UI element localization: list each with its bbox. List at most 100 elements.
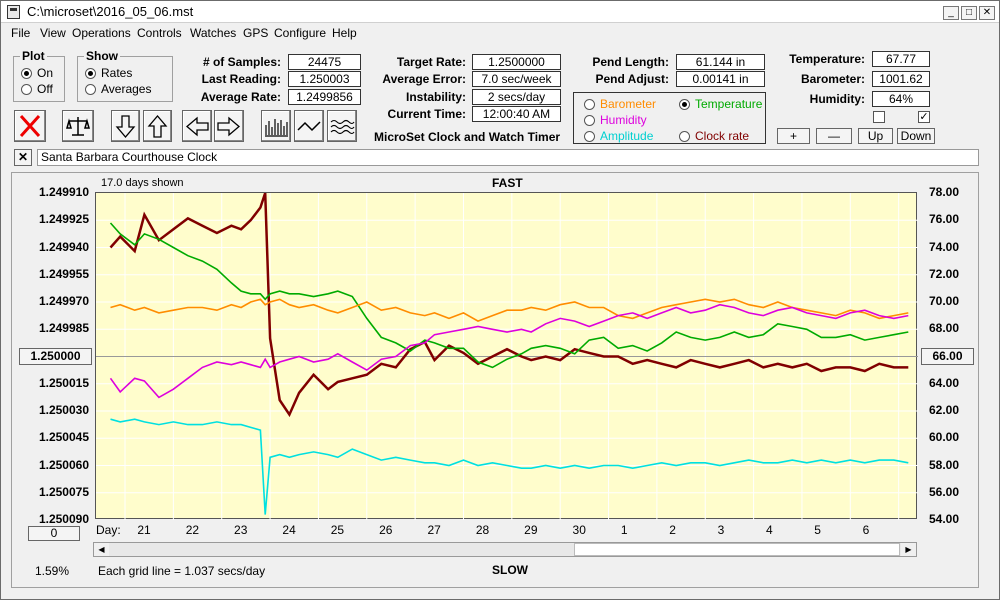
radio-icon [21, 83, 32, 95]
arrow-down-icon [115, 115, 136, 139]
average-error-value: 7.0 sec/week [472, 71, 561, 87]
right-axis-tick: 54.00 [929, 512, 960, 526]
humidity-radio[interactable]: Humidity [584, 113, 647, 127]
barometer-radio[interactable]: Barometer [584, 97, 656, 111]
horizontal-scrollbar[interactable]: ◀ ▶ [93, 542, 917, 557]
down-button[interactable]: Down [897, 128, 935, 144]
smooth-graph-button[interactable] [327, 110, 357, 142]
instability-label: Instability: [405, 90, 466, 104]
left-axis-tick: 1.249925 [38, 212, 89, 227]
left-axis-tick: 1.249910 [38, 185, 89, 199]
right-axis-tick: 78.00 [929, 185, 960, 199]
plot-group: Plot [13, 49, 65, 102]
clock-rate-radio[interactable]: Clock rate [679, 129, 749, 143]
radio-icon [584, 114, 595, 126]
left-axis-tick: 1.250015 [38, 375, 89, 390]
plot-group-label: Plot [20, 49, 47, 63]
clock-name-input[interactable]: Santa Barbara Courthouse Clock [37, 149, 979, 166]
menu-help[interactable]: Help [332, 26, 357, 40]
scroll-up-button[interactable] [143, 110, 172, 142]
scroll-right-icon[interactable]: ▶ [901, 543, 916, 556]
menu-watches[interactable]: Watches [190, 26, 237, 40]
scroll-left-icon[interactable]: ◀ [94, 543, 109, 556]
increase-button[interactable]: + [777, 128, 810, 144]
decrease-button[interactable]: — [816, 128, 852, 144]
plot-off-radio[interactable]: Off [21, 82, 53, 96]
wave-lines-icon [330, 119, 355, 135]
pend-adjust-label: Pend Adjust: [595, 72, 669, 86]
amplitude-radio[interactable]: Amplitude [584, 129, 653, 143]
day-axis-tick: 28 [475, 523, 490, 537]
day-axis-tick: 24 [282, 523, 296, 537]
temperature-radio[interactable]: Temperature [679, 97, 762, 111]
stop-button[interactable] [14, 110, 46, 142]
menu-file[interactable]: File [11, 26, 31, 40]
right-axis-center-button[interactable]: 66.00 [921, 348, 974, 365]
menu-gps[interactable]: GPS [243, 26, 269, 40]
right-checkbox[interactable]: ✓ [918, 111, 930, 123]
left-checkbox[interactable] [873, 111, 885, 123]
scroll-down-button[interactable] [111, 110, 140, 142]
left-axis-tick: 1.249970 [38, 294, 89, 308]
menu-configure[interactable]: Configure [274, 26, 327, 40]
day-axis-label: Day: [96, 523, 121, 537]
right-axis-tick: 58.00 [929, 457, 960, 472]
right-axis-tick: 70.00 [929, 294, 960, 308]
line-graph-icon [297, 121, 321, 132]
right-axis-tick: 68.00 [929, 321, 960, 336]
menu-operations[interactable]: Operations [72, 26, 131, 40]
balance-button[interactable] [62, 110, 94, 142]
window-title: C:\microset\2016_05_06.mst [27, 4, 194, 19]
pend-length-value: 61.144 in [676, 54, 765, 70]
percent-label: 1.59% [35, 564, 70, 578]
bar-graph-button[interactable] [261, 110, 291, 142]
left-axis-center-button[interactable]: 1.250000 [19, 348, 92, 365]
barometer-value: 1001.62 [872, 71, 930, 87]
maximize-icon[interactable]: □ [961, 6, 977, 20]
day-axis-tick: 1 [620, 523, 628, 537]
day-axis-tick: 5 [814, 523, 821, 537]
target-rate-label: Target Rate: [396, 55, 466, 69]
show-rates-radio[interactable]: Rates [85, 66, 132, 80]
pend-length-label: Pend Length: [592, 55, 669, 69]
menu-view[interactable]: View [40, 26, 66, 40]
average-rate-value: 1.2499856 [288, 89, 361, 105]
plot-area [95, 192, 918, 520]
clear-name-button[interactable]: ✕ [14, 149, 32, 166]
series-select-group [573, 92, 766, 144]
day-axis-tick: 26 [379, 523, 393, 537]
day-axis-tick: 30 [572, 523, 586, 537]
radio-selected-icon [679, 98, 690, 110]
scroll-right-button[interactable] [214, 110, 244, 142]
average-rate-label: Average Rate: [200, 90, 281, 104]
current-time-value: 12:00:40 AM [472, 106, 561, 122]
current-time-label: Current Time: [387, 107, 466, 121]
minimize-icon[interactable]: _ [943, 6, 959, 20]
instability-value: 2 secs/day [472, 89, 561, 105]
radio-icon [584, 130, 595, 142]
show-averages-radio[interactable]: Averages [85, 82, 151, 96]
menu-controls[interactable]: Controls [137, 26, 182, 40]
day-axis-tick: 25 [330, 523, 345, 537]
arrow-right-icon [217, 116, 241, 137]
left-axis-tick: 1.249955 [38, 266, 89, 281]
right-axis-tick: 62.00 [929, 403, 960, 417]
plot-on-radio[interactable]: On [21, 66, 53, 80]
target-rate-value: 1.2500000 [472, 54, 561, 70]
temperature-value: 67.77 [872, 51, 930, 67]
fast-label: FAST [492, 176, 523, 190]
line-graph-button[interactable] [294, 110, 324, 142]
day-axis-tick: 22 [185, 523, 200, 537]
samples-label: # of Samples: [202, 55, 281, 69]
scrollbar-thumb[interactable] [574, 543, 900, 556]
samples-value: 24475 [288, 54, 361, 70]
slow-label: SLOW [492, 563, 528, 577]
scroll-left-button[interactable] [182, 110, 212, 142]
left-axis-tick: 1.249940 [38, 239, 89, 254]
up-button[interactable]: Up [858, 128, 893, 144]
temperature-label: Temperature: [789, 52, 865, 66]
close-icon[interactable]: ✕ [979, 6, 995, 20]
day-axis-tick: 27 [427, 523, 441, 537]
left-bottom-button[interactable]: 0 [28, 526, 80, 541]
